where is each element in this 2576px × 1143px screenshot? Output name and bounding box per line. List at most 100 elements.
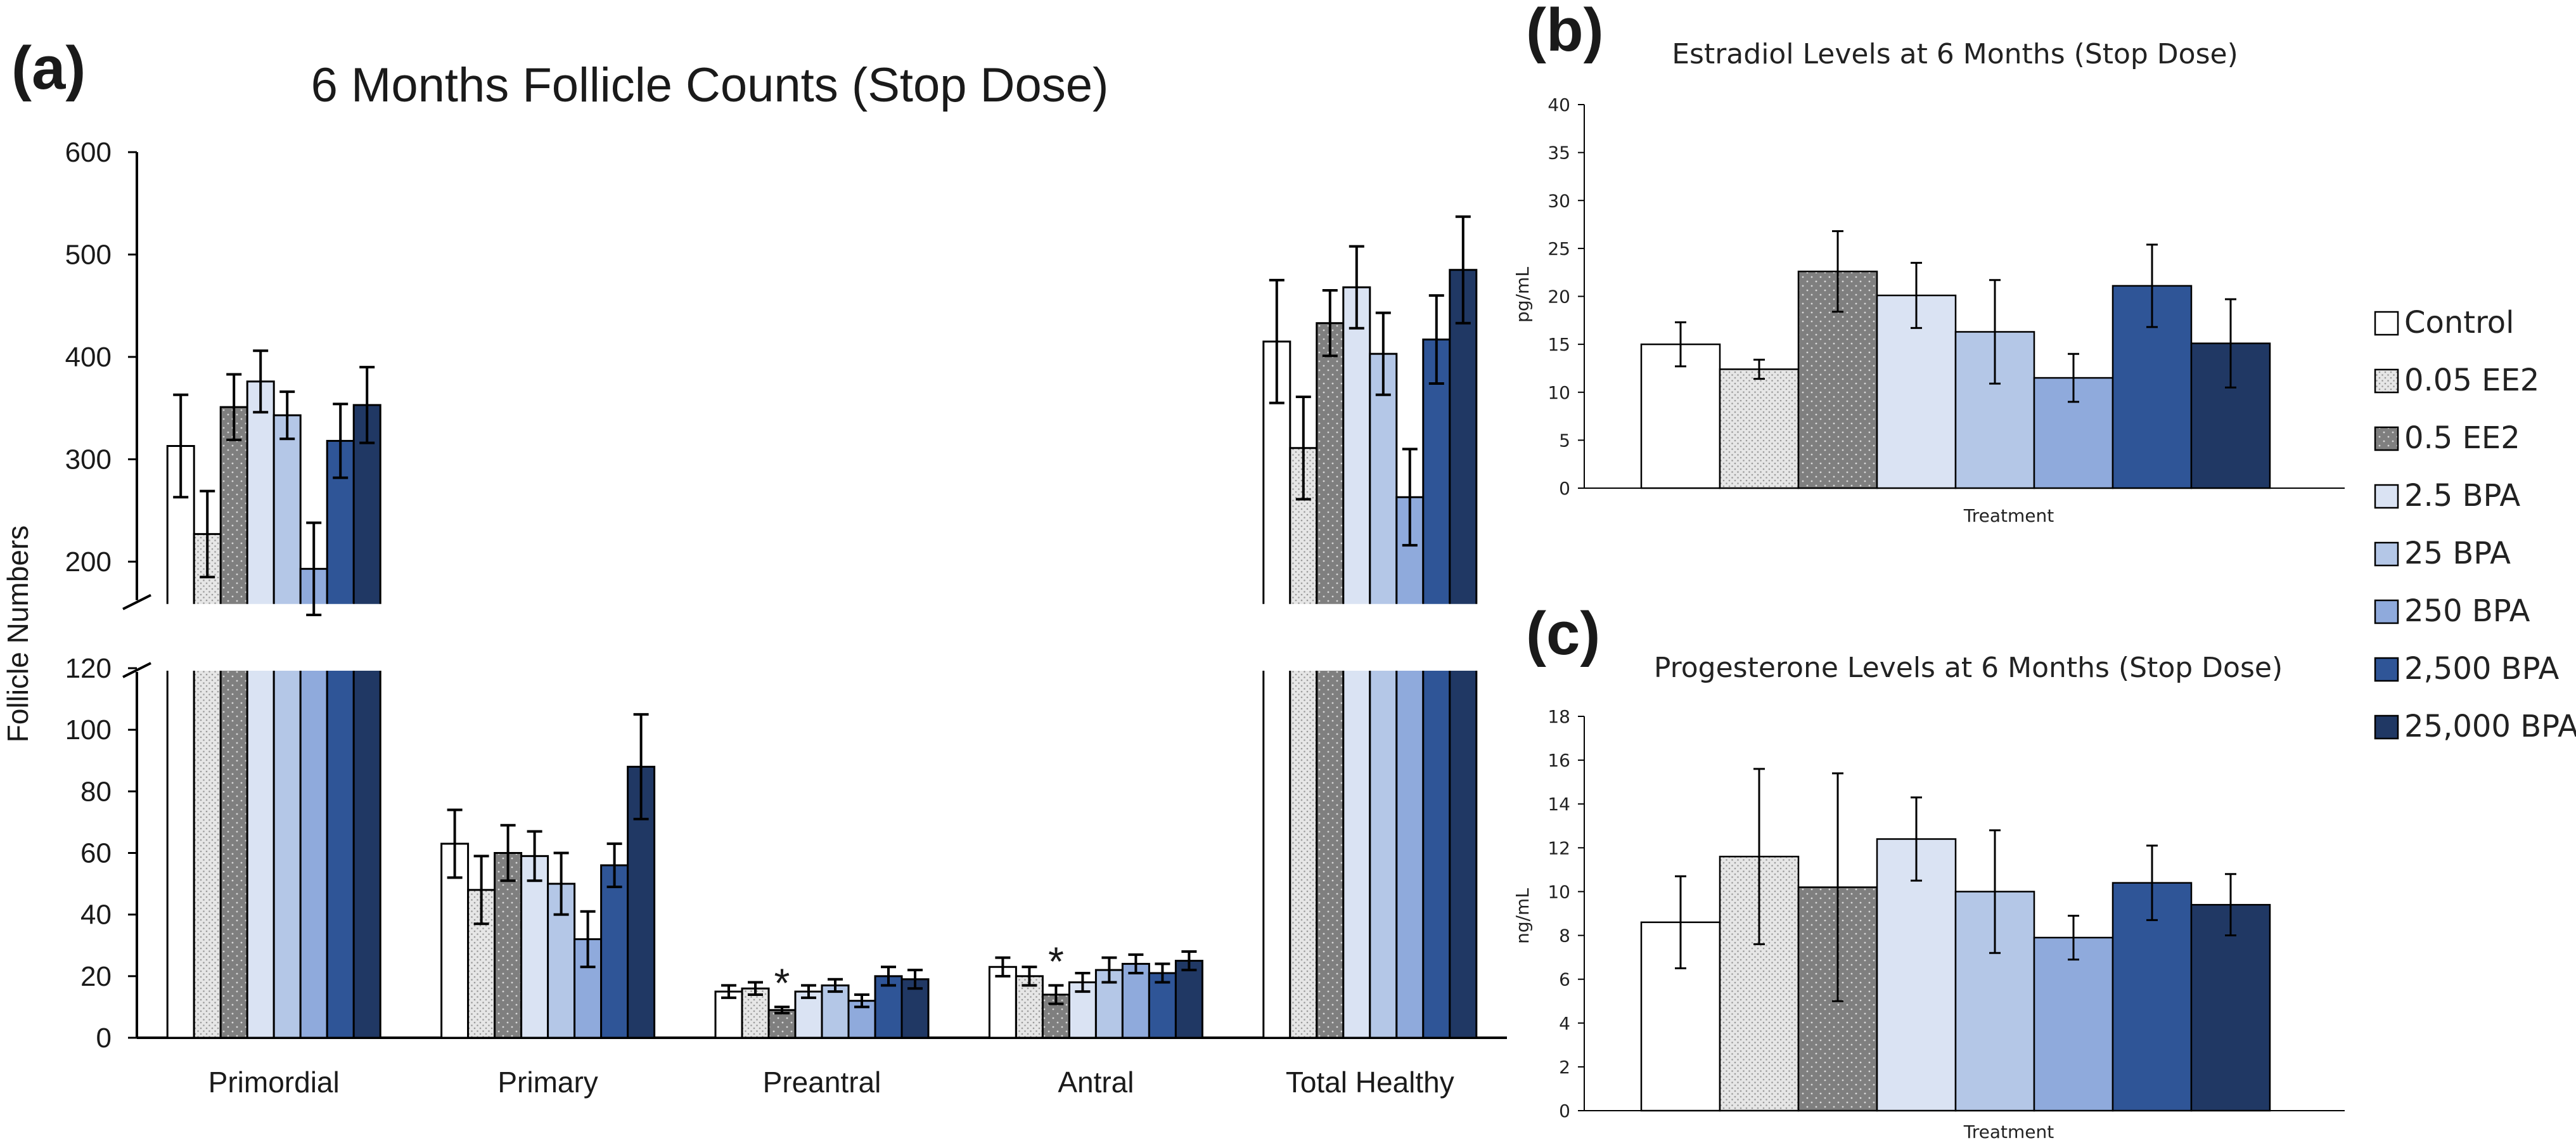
y-tick-label: 10 [1548, 881, 1570, 902]
legend-swatch-control [2374, 311, 2399, 336]
bar-0-05-ee2 [1015, 975, 1044, 1039]
bar-control [988, 965, 1017, 1039]
panel-a: (a) 6 Months Follicle Counts (Stop Dose)… [1, 34, 1507, 1099]
legend-swatch-25000-bpa [2374, 714, 2399, 740]
panel-a-title: 6 Months Follicle Counts (Stop Dose) [311, 58, 1109, 112]
y-tick-label: 18 [1548, 706, 1570, 727]
y-tick-label: 5 [1559, 430, 1570, 451]
bar-break-gap [219, 604, 250, 671]
bar-break-gap [165, 604, 196, 671]
bar-250-bpa [2033, 377, 2114, 489]
significance-asterisk: * [1048, 938, 1064, 984]
panel-c-label: (c) [1526, 600, 1600, 668]
y-tick-label: 2 [1559, 1057, 1570, 1078]
bar-2-5-bpa [246, 380, 275, 1039]
y-tick-label: 10 [1548, 382, 1570, 403]
bar-0-5-ee2 [1316, 322, 1345, 1039]
legend-swatch-0-05-ee2 [2374, 368, 2399, 394]
panel-c-plot: 0 2 4 6 8 10 12 14 16 18 [1548, 706, 2345, 1121]
y-tick-label: 16 [1548, 750, 1570, 771]
y-tick-label: 6 [1559, 969, 1570, 990]
bar-break-gap [1341, 604, 1372, 671]
bar-250-bpa [2033, 936, 2114, 1112]
panel-b-y-axis-label: pg/mL [1512, 267, 1533, 323]
bar-break-gap [272, 604, 303, 671]
legend-label: 250 BPA [2404, 593, 2530, 629]
legend-label: 25 BPA [2404, 536, 2511, 571]
bar-25000-bpa [2190, 903, 2271, 1112]
legend-label: 0.5 EE2 [2404, 420, 2520, 456]
y-tick-label: 0 [96, 1023, 112, 1054]
legend-label: 2,500 BPA [2404, 651, 2559, 687]
y-tick-label: 14 [1548, 794, 1570, 815]
bar-2500-bpa [1422, 339, 1451, 1039]
y-tick-label: 500 [65, 240, 112, 271]
y-tick-label: 0 [1559, 1101, 1570, 1121]
legend-swatch-25-bpa [2374, 541, 2399, 567]
bar-break-gap [352, 604, 383, 671]
y-tick-label: 30 [1548, 190, 1570, 211]
y-tick-label: 120 [65, 653, 112, 684]
bar-25000-bpa [352, 404, 381, 1039]
bar-break-gap [1447, 604, 1478, 671]
y-tick-label: 40 [80, 900, 112, 931]
significance-asterisk: * [774, 960, 790, 1005]
bar-control [166, 445, 195, 1039]
axis-break-mark [122, 593, 151, 610]
panel-b-label: (b) [1526, 0, 1604, 64]
bar-250-bpa [1121, 962, 1150, 1039]
bar-25-bpa [272, 414, 302, 1039]
panel-b-x-axis-label: Treatment [1963, 505, 2054, 526]
y-tick-label: 12 [1548, 837, 1570, 858]
panel-a-y-axis-label: Follicle Numbers [1, 526, 34, 743]
y-tick-label: 600 [65, 137, 112, 168]
category-label: Antral [1058, 1066, 1134, 1099]
panel-a-tick-labels: 0 20 40 60 80 100 120 200 300 400 500 600 Primordial… [65, 137, 1454, 1099]
y-tick-label: 300 [65, 444, 112, 475]
bar-break-gap [245, 604, 276, 671]
y-tick-label: 60 [80, 838, 112, 869]
y-tick-label: 0 [1559, 478, 1570, 499]
bar-break-gap [1288, 604, 1319, 671]
panel-c: (c) Progesterone Levels at 6 Months (Sto… [1512, 600, 2345, 1142]
y-tick-label: 200 [65, 546, 112, 578]
panel-c-x-axis-label: Treatment [1963, 1121, 2054, 1142]
legend-swatch-2-5-bpa [2374, 484, 2399, 509]
category-label: Preantral [763, 1066, 881, 1099]
bar-2500-bpa [326, 439, 355, 1039]
y-tick-label: 25 [1548, 238, 1570, 259]
bar-control [1262, 340, 1291, 1039]
legend-swatch-2500-bpa [2374, 657, 2399, 682]
panel-a-bars [165, 215, 1478, 1039]
legend-swatch-0-5-ee2 [2374, 426, 2399, 451]
bar-break-gap [192, 604, 223, 671]
y-tick-label: 80 [80, 776, 112, 807]
bar-0-05-ee2 [1719, 368, 1800, 489]
category-label: Total Healthy [1286, 1066, 1454, 1099]
y-tick-label: 8 [1559, 926, 1570, 946]
bar-break-gap [1261, 604, 1292, 671]
legend-swatch-250-bpa [2374, 599, 2399, 624]
bar-0-5-ee2 [219, 406, 248, 1039]
y-tick-label: 40 [1548, 94, 1570, 115]
legend-label: Control [2404, 305, 2515, 340]
bar-0-05-ee2 [1289, 447, 1318, 1039]
bar-break-gap [1368, 604, 1399, 671]
panel-c-title: Progesterone Levels at 6 Months (Stop Do… [1654, 652, 2283, 684]
bar-break-gap [1421, 604, 1452, 671]
panel-b-title: Estradiol Levels at 6 Months (Stop Dose) [1672, 38, 2238, 70]
category-label: Primordial [208, 1066, 340, 1099]
y-tick-label: 35 [1548, 143, 1570, 164]
y-tick-label: 4 [1559, 1013, 1570, 1034]
y-tick-label: 100 [65, 714, 112, 746]
bar-2-5-bpa [520, 855, 549, 1039]
y-tick-label: 20 [1548, 287, 1570, 307]
panel-b-plot: 0 5 10 15 20 25 30 35 40 [1548, 94, 2345, 499]
bar-break-gap [325, 604, 356, 671]
bar-25-bpa [821, 984, 850, 1039]
axis-break-mark [122, 662, 151, 678]
bar-25000-bpa [1174, 960, 1203, 1039]
bar-250-bpa [1395, 496, 1425, 1039]
bar-break-gap [1314, 604, 1345, 671]
